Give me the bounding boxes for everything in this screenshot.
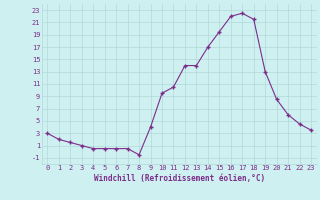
X-axis label: Windchill (Refroidissement éolien,°C): Windchill (Refroidissement éolien,°C) (94, 174, 265, 183)
